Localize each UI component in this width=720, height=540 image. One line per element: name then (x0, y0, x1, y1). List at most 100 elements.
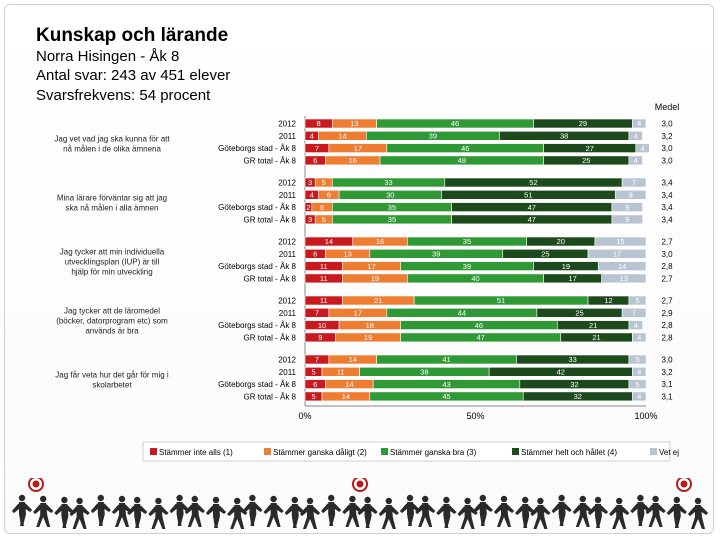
data-label: 4 (641, 144, 645, 153)
question-text: (böcker, datorprogram etc) som (56, 317, 168, 326)
row-label: GR total - Åk 8 (244, 215, 297, 224)
bar-segment (632, 366, 647, 377)
question-text: används är bra (85, 327, 139, 336)
person-silhouette (90, 494, 111, 526)
data-label: 9 (629, 191, 633, 200)
person-silhouette (436, 496, 457, 528)
person-silhouette (551, 494, 572, 526)
data-label: 39 (432, 250, 440, 259)
legend-label: Stämmer inte alls (1) (159, 448, 233, 457)
data-label: 5 (322, 178, 326, 187)
data-label: 10 (318, 321, 326, 330)
mean-value: 3,4 (661, 191, 673, 200)
bar-segment (628, 354, 647, 365)
person-silhouette (54, 496, 75, 528)
data-label: 6 (320, 203, 324, 212)
data-label: 51 (497, 296, 505, 305)
bar-segment (628, 320, 643, 330)
data-label: 9 (318, 333, 322, 342)
mean-value: 3,4 (661, 215, 673, 224)
question-text: hjälp för min utveckling (71, 268, 152, 277)
data-label: 3 (308, 215, 312, 224)
data-label: 17 (354, 144, 362, 153)
row-label: Göteborgs stad - Åk 8 (218, 144, 296, 153)
question-text: Jag får veta hur det går för mig i (55, 371, 169, 380)
data-label: 18 (366, 321, 374, 330)
data-label: 14 (618, 262, 626, 271)
person-silhouette (472, 494, 493, 526)
person-silhouette (687, 497, 709, 529)
legend-label: Stämmer helt och hållet (4) (521, 448, 617, 457)
question-text: nå målen i de olika ämnena (63, 145, 161, 154)
data-label: 7 (632, 309, 636, 318)
responses-line: Antal svar: 243 av 451 elever (36, 67, 231, 84)
data-label: 4 (310, 132, 314, 141)
data-label: 9 (625, 203, 629, 212)
data-label: 35 (388, 203, 396, 212)
data-label: 6 (313, 380, 317, 389)
data-label: 33 (384, 178, 392, 187)
bar-segment (597, 261, 647, 271)
data-label: 12 (604, 296, 612, 305)
x-tick-label: 0% (298, 411, 311, 421)
mean-value: 3,0 (661, 250, 673, 259)
data-label: 30 (386, 191, 394, 200)
row-label: 2011 (279, 368, 297, 377)
bar-segment (601, 273, 647, 284)
data-label: 21 (592, 333, 600, 342)
bar-segment (621, 307, 647, 318)
data-label: 32 (570, 380, 578, 389)
data-label: 32 (574, 392, 582, 401)
person-silhouette (11, 494, 33, 526)
mean-value: 2,8 (661, 333, 673, 342)
person-silhouette (284, 496, 305, 528)
row-label: GR total - Åk 8 (244, 333, 297, 342)
row-label: 2011 (279, 309, 297, 318)
data-label: 17 (613, 250, 621, 259)
row-label: 2011 (279, 191, 297, 200)
mean-value: 3,0 (661, 156, 673, 165)
bar-segment (628, 155, 643, 166)
person-silhouette (645, 495, 666, 527)
data-label: 7 (315, 144, 319, 153)
row-label: Göteborgs stad - Åk 8 (218, 203, 296, 212)
data-label: 42 (557, 368, 565, 377)
bar-segment (628, 379, 647, 389)
mean-value: 2,8 (661, 262, 673, 271)
mean-value: 2,8 (661, 321, 673, 330)
data-label: 5 (322, 215, 326, 224)
person-silhouette (127, 496, 148, 528)
row-label: 2011 (279, 132, 297, 141)
page-title: Kunskap och lärande (36, 25, 229, 46)
data-label: 16 (376, 237, 384, 246)
mean-value: 2,7 (661, 297, 673, 306)
data-label: 5 (311, 368, 315, 377)
data-label: 27 (586, 144, 594, 153)
legend-swatch (150, 448, 157, 455)
row-label: GR total - Åk 8 (244, 156, 297, 165)
data-label: 41 (442, 355, 450, 364)
person-silhouette (299, 497, 321, 529)
data-label: 21 (589, 321, 597, 330)
data-label: 4 (634, 321, 638, 330)
data-label: 25 (541, 250, 549, 259)
data-label: 14 (338, 132, 346, 141)
data-label: 47 (476, 333, 484, 342)
row-label: 2012 (278, 238, 296, 247)
person-silhouette (184, 495, 205, 527)
person-silhouette (342, 495, 363, 527)
data-label: 5 (635, 296, 639, 305)
bar-segment (611, 202, 643, 212)
mean-value: 2,7 (661, 238, 673, 247)
data-label: 46 (451, 119, 459, 128)
person-silhouette (609, 497, 630, 529)
data-label: 40 (471, 274, 479, 283)
mean-value: 2,7 (661, 274, 673, 283)
data-label: 5 (635, 380, 639, 389)
person-silhouette (148, 497, 169, 529)
legend-swatch (381, 448, 388, 455)
data-label: 38 (420, 368, 428, 377)
row-label: 2012 (278, 297, 296, 306)
person-silhouette (587, 496, 609, 528)
bar-segment (632, 118, 647, 129)
